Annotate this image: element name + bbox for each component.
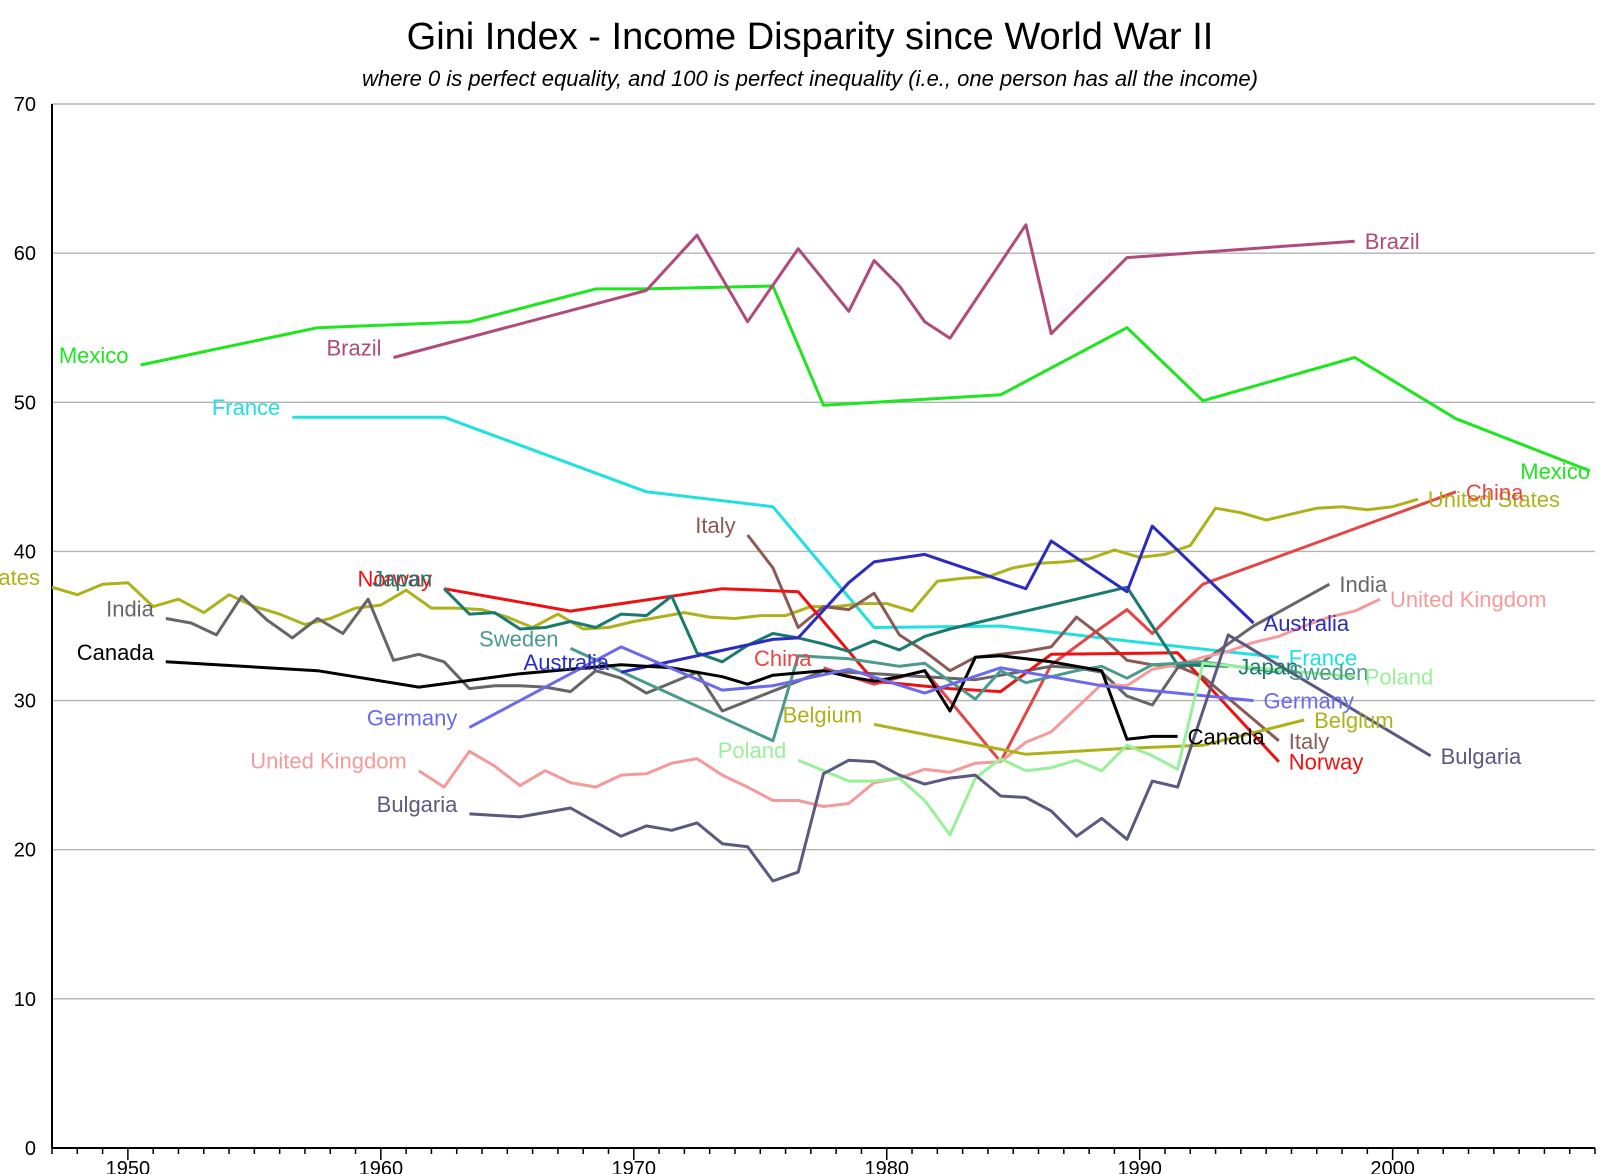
series-label-sweden: Sweden: [479, 626, 559, 651]
series-line-poland: [797, 661, 1355, 837]
x-tick-label: 1990: [1117, 1158, 1162, 1174]
series-label-australia: Australia: [1264, 611, 1350, 636]
series-label-bulgaria: Bulgaria: [1441, 744, 1522, 769]
chart-subtitle: where 0 is perfect equality, and 100 is …: [362, 66, 1258, 91]
series-lines: [51, 223, 1591, 883]
series-line-canada: [165, 654, 1178, 741]
series-line-bulgaria: [469, 633, 1432, 883]
y-tick-label: 50: [14, 392, 36, 414]
series-label-india: India: [106, 597, 154, 622]
series-label-germany: Germany: [367, 705, 457, 730]
series-label-poland: Poland: [718, 738, 787, 763]
y-tick-label: 10: [14, 989, 36, 1011]
series-label-germany: Germany: [1264, 689, 1354, 714]
series-line-brazil: [393, 223, 1355, 359]
series-label-belgium: Belgium: [783, 702, 862, 727]
series-label-canada: Canada: [1188, 724, 1266, 749]
series-label-sweden: Sweden: [1289, 660, 1369, 685]
series-label-japan: Japan: [1238, 654, 1298, 679]
series-label-norway: Norway: [357, 567, 432, 592]
series-label-norway: Norway: [1289, 750, 1364, 775]
series-label-china: China: [754, 646, 812, 671]
x-tick-label: 1970: [612, 1158, 657, 1174]
series-labels: Mexico Mexico Brazil Brazil France France Unit…: [0, 229, 1590, 817]
y-tick-label: 0: [25, 1138, 36, 1160]
series-label-united-kingdom: United Kingdom: [250, 749, 407, 774]
series-label-mexico: Mexico: [59, 343, 129, 368]
y-tick-label: 20: [14, 840, 36, 862]
series-line-france: [292, 415, 1279, 659]
axes: 0 10 20 30 40 50 60 70 1950 1960 1970 1980 1990 2000: [14, 94, 1596, 1174]
series-label-united-states: United States: [0, 565, 40, 590]
y-tick-label: 70: [14, 94, 36, 116]
series-label-belgium: Belgium: [1314, 708, 1393, 733]
series-line-germany: [468, 645, 1254, 729]
series-label-brazil: Brazil: [326, 336, 381, 361]
series-line-australia: [620, 524, 1255, 674]
series-label-canada: Canada: [77, 640, 155, 665]
series-label-china: China: [1466, 480, 1524, 505]
y-tick-label: 40: [14, 541, 36, 563]
series-label-brazil: Brazil: [1365, 229, 1420, 254]
series-line-united-states: [51, 497, 1419, 631]
x-tick-label: 1950: [106, 1158, 151, 1174]
x-tick-label: 1960: [359, 1158, 404, 1174]
series-line-norway: [443, 587, 1280, 763]
x-tick-label: 1980: [864, 1158, 909, 1174]
series-label-italy: Italy: [1289, 729, 1329, 754]
series-label-poland: Poland: [1365, 665, 1434, 690]
chart-title: Gini Index - Income Disparity since Worl…: [407, 16, 1214, 58]
x-tick-label: 2000: [1370, 1158, 1415, 1174]
series-label-france: France: [1289, 645, 1357, 670]
series-label-australia: Australia: [524, 650, 610, 675]
series-label-united-states: United States: [1428, 487, 1560, 512]
series-label-japan: Japan: [372, 567, 432, 592]
series-line-mexico: [140, 284, 1591, 473]
series-label-india: India: [1339, 572, 1387, 597]
y-tick-label: 60: [14, 243, 36, 265]
series-line-belgium: [873, 718, 1305, 756]
series-label-mexico: Mexico: [1520, 459, 1590, 484]
gridlines: [52, 103, 1595, 1000]
series-label-france: France: [212, 395, 280, 420]
series-label-italy: Italy: [695, 513, 735, 538]
series-label-united-kingdom: United Kingdom: [1390, 587, 1547, 612]
y-tick-label: 30: [14, 691, 36, 713]
series-line-sweden: [569, 647, 1280, 743]
series-label-bulgaria: Bulgaria: [377, 792, 458, 817]
